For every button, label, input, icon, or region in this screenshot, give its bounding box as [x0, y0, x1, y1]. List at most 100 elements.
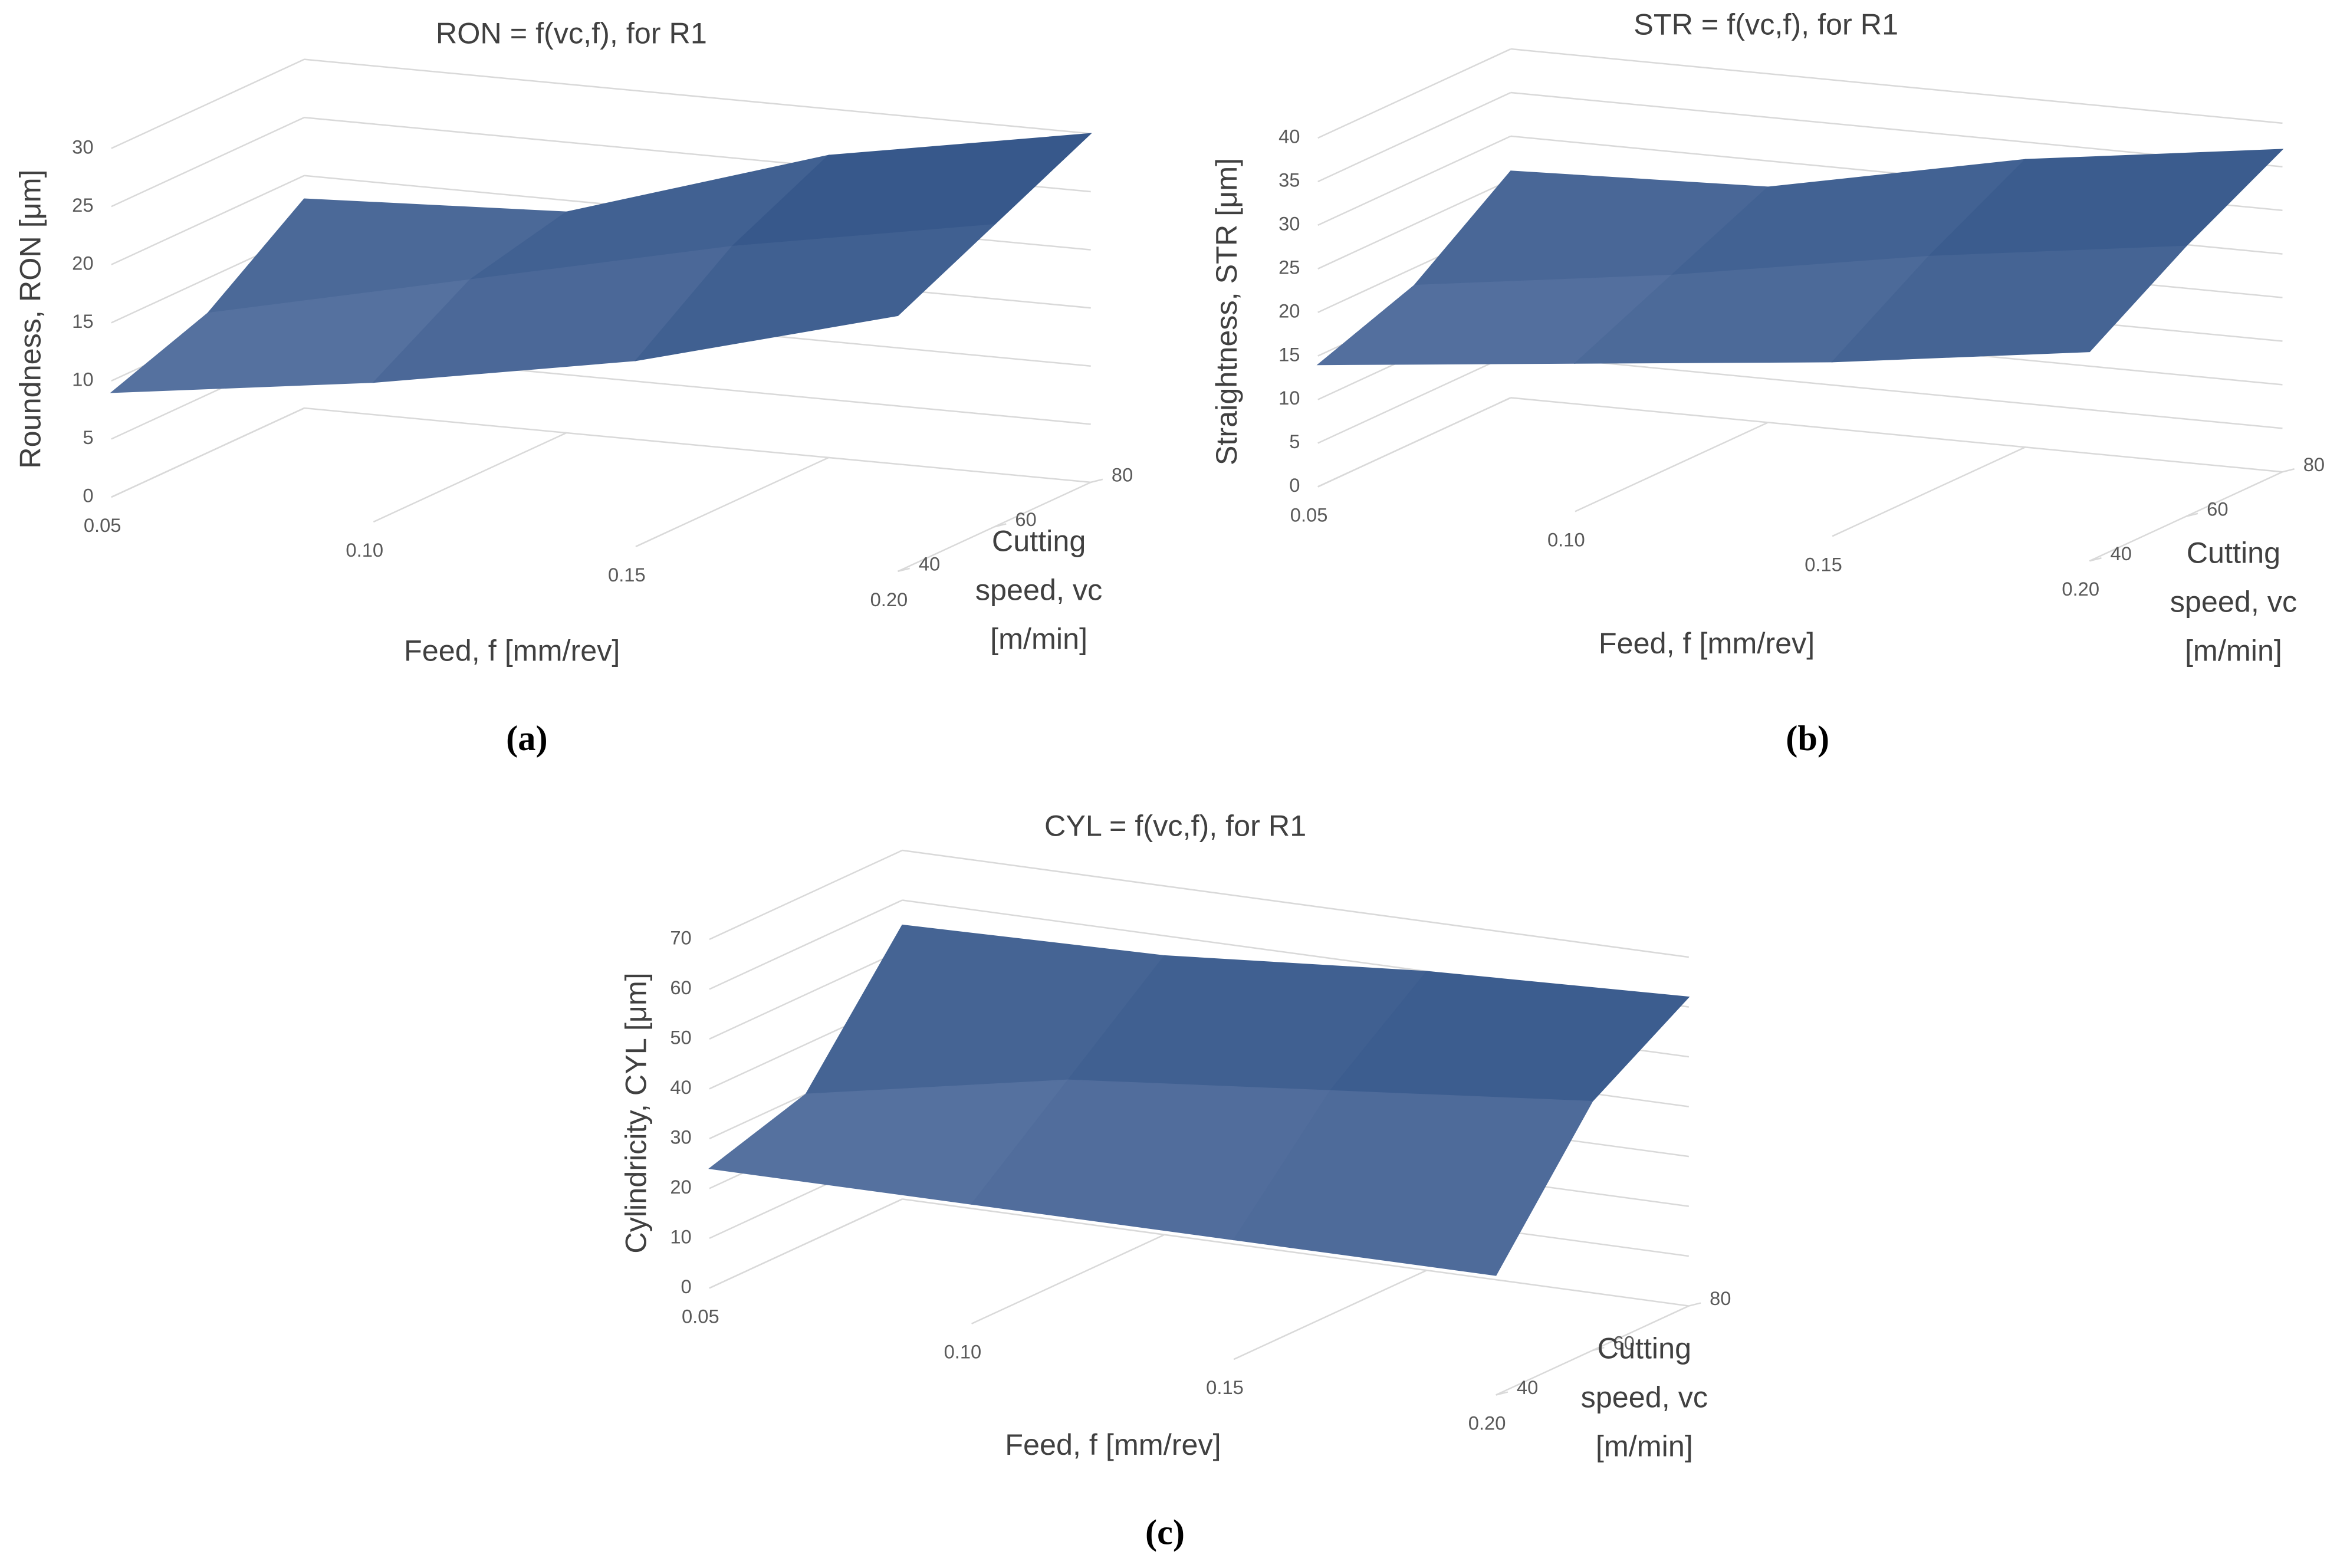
x-tick-label: 0.15 — [1805, 553, 1842, 575]
z-tick-label: 0 — [1289, 474, 1300, 496]
z-tick-label: 60 — [670, 977, 691, 998]
y-axis-label: speed, vc — [975, 573, 1102, 606]
z-tick-label: 40 — [670, 1076, 691, 1098]
y-tick-label: 60 — [1015, 508, 1036, 530]
grid-line — [304, 407, 1091, 484]
z-tick-label: 50 — [670, 1027, 691, 1048]
z-tick-label: 10 — [670, 1226, 691, 1248]
y-tick-line — [2089, 557, 2102, 562]
grid-line — [1317, 353, 1511, 444]
y-tick-line — [2282, 468, 2295, 473]
panel-label: (b) — [1786, 719, 1829, 758]
grid-line — [304, 58, 1091, 134]
y-tick-label: 60 — [2207, 498, 2228, 520]
z-tick-label: 20 — [670, 1176, 691, 1198]
y-axis-label: speed, vc — [2170, 585, 2297, 619]
y-tick-line — [898, 567, 910, 573]
x-axis-label: Feed, f [mm/rev] — [1599, 626, 1815, 660]
x-tick-label: 0.15 — [608, 564, 646, 586]
grid-line — [1510, 353, 2283, 429]
surface-cell — [635, 223, 996, 361]
y-tick-label: 40 — [1517, 1376, 1538, 1398]
x-tick-label: 0.05 — [1290, 504, 1328, 525]
surface-cell — [1831, 245, 2187, 363]
chart-title: CYL = f(vc,f), for R1 — [1044, 809, 1306, 843]
grid-line — [111, 117, 305, 208]
surface-cell — [1232, 1090, 1593, 1276]
grid-line — [1317, 179, 1511, 269]
x-tick-label: 0.10 — [346, 539, 383, 561]
z-tick-label: 20 — [1278, 300, 1300, 321]
z-tick-label: 40 — [1278, 126, 1300, 147]
chart-title: RON = f(vc,f), for R1 — [436, 17, 707, 50]
grid-line — [111, 58, 305, 149]
z-tick-label: 30 — [1278, 213, 1300, 235]
surface-chart: CYL = f(vc,f), for R1 0 10 20 30 40 50 60 70 0.05… — [619, 809, 1731, 1553]
x-axis-label: Feed, f [mm/rev] — [1005, 1428, 1221, 1461]
x-tick-line — [1317, 397, 1511, 488]
x-axis-label: Feed, f [mm/rev] — [404, 634, 620, 668]
z-tick-label: 30 — [72, 136, 93, 157]
z-tick-label: 5 — [1289, 430, 1300, 452]
x-tick-line — [1575, 422, 1769, 512]
y-tick-label: 80 — [2303, 453, 2325, 475]
y-axis-label: [m/min] — [2185, 634, 2282, 668]
z-tick-label: 15 — [72, 310, 93, 332]
grid-line — [902, 1198, 1690, 1307]
y-tick-line — [1496, 1391, 1508, 1396]
z-tick-label: 0 — [681, 1276, 692, 1297]
y-tick-line — [1688, 1302, 1701, 1307]
y-axis-label: [m/min] — [1596, 1429, 1693, 1462]
y-axis-label: speed, vc — [1581, 1380, 1708, 1413]
grid-line — [1510, 48, 2283, 124]
panel-label: (a) — [506, 719, 547, 758]
grid-line — [709, 849, 903, 941]
z-tick-label: 0 — [83, 485, 93, 507]
z-tick-label: 35 — [1278, 169, 1300, 191]
grid-line — [1317, 91, 1511, 183]
z-tick-label: 15 — [1278, 343, 1300, 365]
y-axis-label: Cutting — [992, 524, 1086, 557]
y-tick-label: 40 — [919, 553, 940, 574]
y-tick-line — [1090, 478, 1103, 484]
z-tick-label: 10 — [72, 369, 93, 390]
y-tick-line — [2185, 512, 2198, 517]
x-tick-label: 0.15 — [1206, 1376, 1244, 1398]
grid-line — [709, 899, 903, 990]
x-tick-line — [373, 432, 567, 523]
x-tick-label: 0.20 — [1468, 1412, 1506, 1434]
y-axis-label: [m/min] — [990, 622, 1087, 655]
grid-line — [902, 849, 1690, 958]
x-tick-line — [1233, 1270, 1427, 1360]
z-tick-label: 10 — [1278, 387, 1300, 409]
y-tick-label: 80 — [1710, 1287, 1731, 1309]
y-tick-label: 40 — [2111, 543, 2132, 564]
z-axis-label: Cylindricity, CYL [μm] — [619, 972, 652, 1253]
z-tick-label: 5 — [83, 426, 93, 448]
z-axis-label: Roundness, RON [μm] — [14, 169, 47, 468]
x-tick-label: 0.05 — [84, 514, 121, 536]
x-tick-line — [111, 407, 305, 498]
x-tick-label: 0.10 — [944, 1341, 982, 1363]
z-axis-label: Straightness, STR [μm] — [1209, 158, 1243, 465]
grid-line — [111, 175, 305, 265]
grid-line — [709, 949, 903, 1040]
y-tick-line — [1592, 1346, 1605, 1352]
x-tick-line — [971, 1234, 1165, 1324]
surface-chart: RON = f(vc,f), for R1 0 5 10 15 20 25 30 0.05 0.1… — [14, 17, 1133, 758]
x-tick-line — [709, 1198, 903, 1289]
surface-chart: STR = f(vc,f), for R1 0 5 10 15 20 25 30 35 40 0.0… — [1209, 8, 2325, 759]
x-tick-label: 0.20 — [2062, 578, 2099, 600]
grid-line — [1317, 48, 1511, 139]
grid-line — [1510, 397, 2283, 473]
panel-label: (c) — [1145, 1513, 1185, 1553]
grid-line — [1317, 135, 1511, 226]
y-axis-label: Cutting — [2187, 535, 2280, 569]
y-tick-label: 60 — [1613, 1332, 1635, 1354]
z-tick-label: 20 — [72, 252, 93, 274]
x-tick-label: 0.10 — [1547, 528, 1585, 550]
y-axis-label: Cutting — [1598, 1331, 1691, 1365]
z-tick-label: 30 — [670, 1126, 691, 1148]
x-tick-line — [1832, 446, 2026, 537]
